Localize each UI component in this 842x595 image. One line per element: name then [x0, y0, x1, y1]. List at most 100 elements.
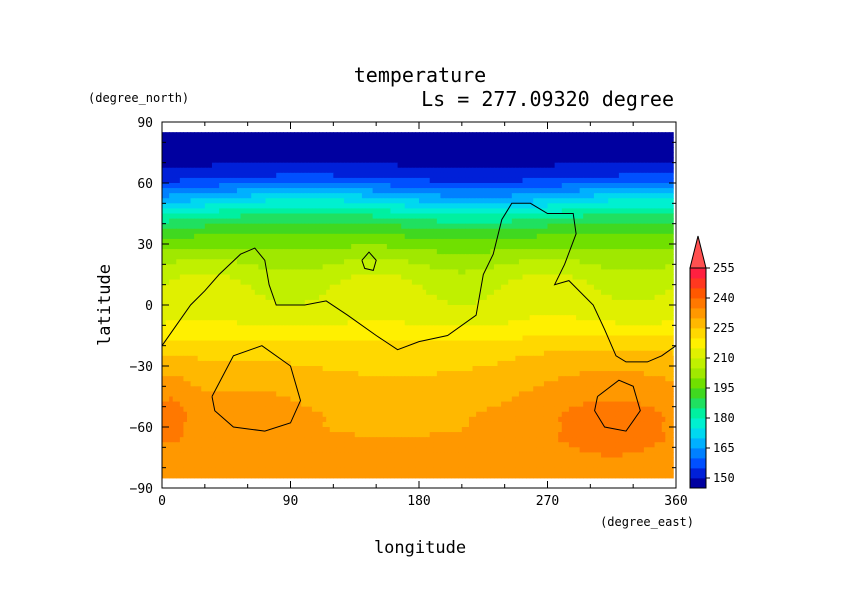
- field-cell: [361, 167, 367, 174]
- field-cell: [668, 274, 674, 281]
- field-cell: [229, 203, 234, 210]
- field-cell: [558, 162, 563, 169]
- field-cell: [593, 233, 599, 240]
- field-cell: [258, 218, 263, 225]
- field-cell: [354, 142, 359, 149]
- field-cell: [411, 198, 417, 204]
- field-cell: [162, 132, 167, 138]
- field-cell: [554, 269, 559, 276]
- field-cell: [247, 274, 252, 281]
- field-cell: [233, 238, 238, 245]
- field-cell: [190, 294, 195, 301]
- field-cell: [390, 188, 395, 194]
- field-cell: [626, 279, 631, 286]
- field-cell: [447, 259, 452, 265]
- field-cell: [265, 269, 270, 276]
- field-cell: [429, 264, 434, 271]
- field-cell: [451, 269, 456, 276]
- field-cell: [165, 299, 170, 306]
- field-cell: [433, 305, 438, 311]
- field-cell: [219, 233, 224, 240]
- field-cell: [579, 208, 584, 215]
- field-cell: [483, 188, 488, 194]
- field-cell: [583, 213, 588, 220]
- field-cell: [222, 137, 227, 143]
- field-cell: [269, 223, 274, 230]
- field-cell: [508, 152, 513, 159]
- field-cell: [183, 294, 188, 301]
- field-cell: [401, 132, 406, 138]
- field-cell: [590, 249, 595, 255]
- field-cell: [472, 269, 477, 276]
- field-cell: [336, 147, 342, 154]
- field-cell: [347, 152, 352, 159]
- field-cell: [654, 269, 659, 276]
- field-cell: [340, 254, 345, 260]
- field-cell: [593, 223, 599, 230]
- field-cell: [554, 152, 559, 159]
- field-cell: [254, 305, 259, 311]
- field-cell: [226, 167, 231, 174]
- field-cell: [433, 264, 438, 271]
- field-cell: [465, 208, 470, 215]
- field-cell: [340, 279, 345, 286]
- field-cell: [654, 193, 659, 199]
- field-cell: [536, 249, 541, 255]
- field-cell: [529, 284, 534, 291]
- field-cell: [369, 167, 374, 174]
- field-cell: [643, 254, 649, 260]
- field-cell: [643, 193, 649, 199]
- field-cell: [479, 193, 484, 199]
- field-cell: [390, 137, 395, 143]
- field-cell: [629, 244, 634, 250]
- field-cell: [383, 254, 388, 260]
- field-cell: [604, 238, 609, 245]
- field-cell: [551, 177, 556, 184]
- field-cell: [472, 193, 477, 199]
- field-cell: [443, 208, 449, 215]
- field-cell: [497, 183, 502, 189]
- field-cell: [279, 142, 284, 149]
- field-cell: [376, 157, 381, 164]
- field-cell: [433, 279, 438, 286]
- field-cell: [336, 244, 342, 250]
- field-cell: [397, 162, 402, 169]
- field-cell: [508, 305, 513, 311]
- field-cell: [222, 289, 227, 296]
- field-cell: [636, 223, 641, 230]
- field-cell: [526, 157, 531, 164]
- field-cell: [304, 274, 309, 281]
- field-cell: [658, 198, 663, 204]
- field-cell: [576, 208, 581, 215]
- field-cell: [372, 132, 377, 138]
- field-cell: [215, 162, 220, 169]
- field-cell: [286, 299, 292, 306]
- field-cell: [551, 254, 556, 260]
- field-cell: [608, 152, 613, 159]
- field-cell: [504, 254, 509, 260]
- field-cell: [640, 249, 645, 255]
- field-cell: [572, 254, 577, 260]
- field-cell: [536, 152, 541, 159]
- field-cell: [326, 213, 331, 220]
- field-cell: [554, 137, 559, 143]
- field-cell: [386, 228, 392, 235]
- field-cell: [654, 172, 659, 179]
- field-cell: [336, 228, 342, 235]
- field-cell: [433, 172, 438, 179]
- field-cell: [183, 152, 188, 159]
- field-cell: [636, 289, 641, 296]
- field-cell: [479, 238, 484, 245]
- field-cell: [490, 203, 495, 210]
- field-cell: [615, 162, 620, 169]
- field-cell: [386, 269, 392, 276]
- field-cell: [618, 269, 624, 276]
- field-cell: [372, 162, 377, 169]
- field-cell: [240, 167, 245, 174]
- field-cell: [162, 183, 167, 189]
- field-cell: [436, 223, 442, 230]
- field-cell: [190, 238, 195, 245]
- field-cell: [440, 279, 445, 286]
- field-cell: [618, 244, 624, 250]
- field-cell: [322, 254, 327, 260]
